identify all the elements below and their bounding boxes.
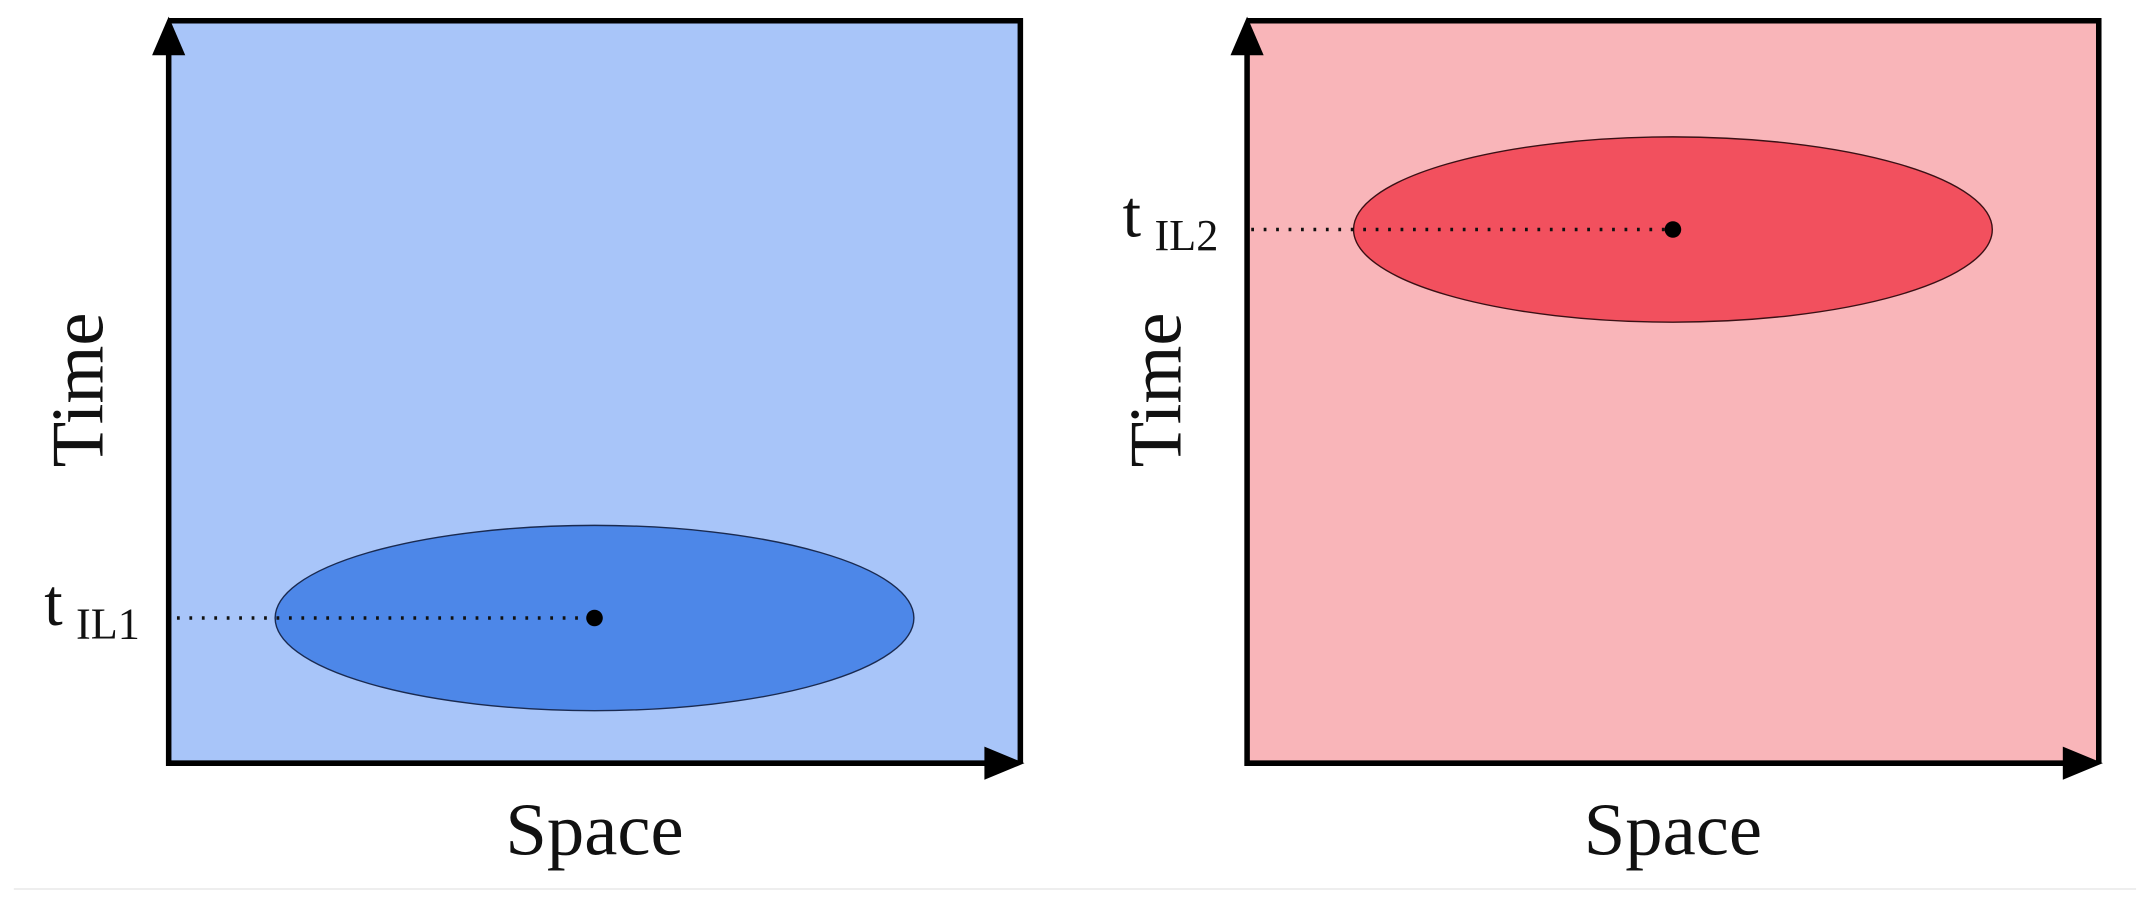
panel-background [1247, 20, 2099, 764]
panel-left: t IL1 Time Space [36, 16, 1025, 871]
frame [1247, 17, 2102, 764]
center-dot [586, 609, 603, 627]
arrow-up [152, 16, 186, 56]
arrow-right [2062, 746, 2103, 780]
marker-label: t [1123, 178, 1142, 251]
marker-subscript: IL2 [1154, 211, 1218, 260]
axes [1244, 41, 2081, 766]
frame [168, 17, 1024, 764]
arrow-up [1230, 16, 1264, 56]
marker-label: t [44, 567, 63, 640]
marker-subscript: IL1 [76, 600, 140, 649]
y-axis-label: Time [36, 312, 119, 467]
x-axis-label: Space [1584, 788, 1762, 871]
center-dot [1664, 221, 1682, 238]
arrow-right [984, 746, 1025, 780]
axes [165, 41, 1003, 766]
x-axis-label: Space [505, 788, 683, 871]
y-axis-label: Time [1115, 312, 1198, 467]
panel-right: t IL2 Time Space [1115, 16, 2103, 871]
